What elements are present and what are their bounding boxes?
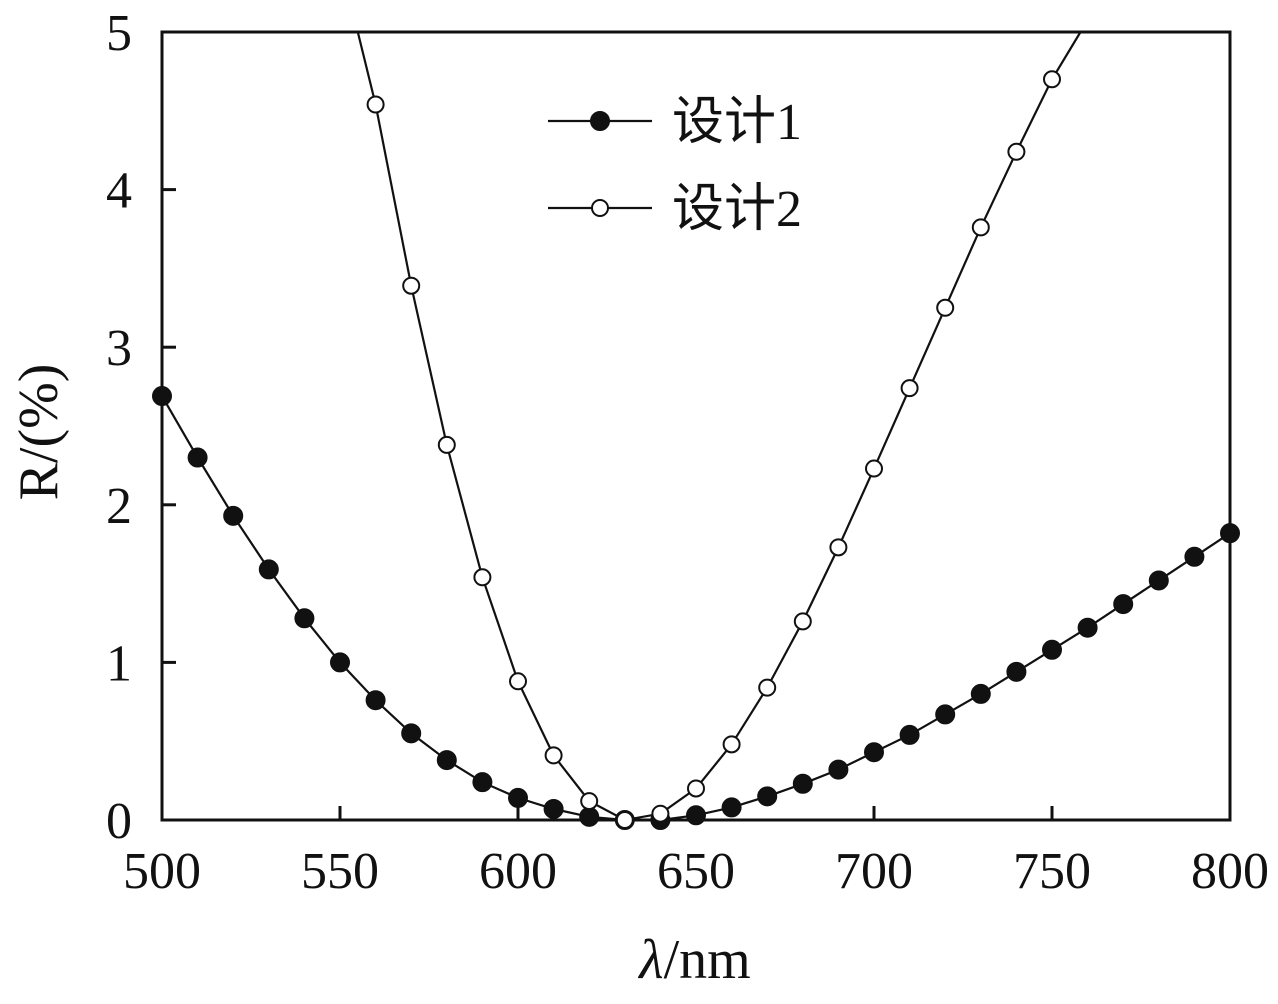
series-2-point <box>829 538 848 557</box>
legend-marker-2 <box>591 199 609 217</box>
series-1-point <box>864 742 884 763</box>
series-2-point <box>1007 142 1026 161</box>
legend-label-2: 设计2 <box>672 181 802 238</box>
series-1-point <box>1042 639 1062 660</box>
series-1-point <box>258 559 279 580</box>
x-axis-title-unit: /nm <box>664 929 751 991</box>
series-1-point <box>757 786 778 807</box>
series-2-point <box>865 459 883 478</box>
series-1-point <box>330 652 350 673</box>
series-markers-layer <box>152 70 1240 830</box>
y-tick-label-4: 4 <box>106 163 132 220</box>
series-2-point <box>615 811 634 829</box>
series-1-point <box>401 723 422 744</box>
series-1-point <box>1006 661 1027 682</box>
series-1-point <box>970 683 991 704</box>
series-1-point <box>187 447 208 468</box>
series-1-point <box>294 608 315 629</box>
series-1-point <box>721 797 742 818</box>
series-2-point <box>687 779 705 798</box>
legend-label-1: 设计1 <box>672 94 802 151</box>
series-2-point <box>900 379 919 398</box>
y-tick-label-2: 2 <box>106 478 132 535</box>
series-1-point <box>508 787 528 808</box>
y-tick-label-3: 3 <box>106 320 132 377</box>
series-1-point <box>1148 570 1169 591</box>
series-1-point <box>935 704 956 725</box>
y-tick-label-5: 5 <box>106 5 132 62</box>
series-1-point <box>152 386 172 407</box>
series-1-point <box>223 505 244 526</box>
series-2-point <box>402 276 421 295</box>
series-2-point <box>509 672 527 691</box>
series-1-point <box>686 805 706 826</box>
series-2-point <box>473 568 492 587</box>
series-1-point <box>365 690 386 711</box>
x-tick-label-750: 750 <box>1013 843 1091 900</box>
x-axis-title: λ/nm <box>637 929 750 991</box>
x-tick-label-800: 800 <box>1191 843 1269 900</box>
series-1-point <box>543 798 564 819</box>
series-1-point <box>1113 594 1134 615</box>
series-2-point <box>437 435 456 454</box>
x-tick-label-600: 600 <box>479 843 557 900</box>
x-tick-label-550: 550 <box>301 843 379 900</box>
y-tick-label-0: 0 <box>106 793 132 850</box>
legend: 设计1 设计2 <box>548 94 802 238</box>
series-1-point <box>899 724 920 745</box>
y-axis-title: R/(%) <box>8 364 70 501</box>
series-1-point <box>1077 617 1098 638</box>
series-2-point <box>544 746 563 765</box>
y-tick-label-1: 1 <box>106 635 132 692</box>
series-2-point <box>651 804 670 823</box>
x-axis-title-symbol: λ <box>637 929 663 991</box>
x-tick-label-650: 650 <box>657 843 735 900</box>
series-1-point <box>828 759 849 780</box>
series-2-point <box>366 95 385 114</box>
series-2-point <box>1043 70 1061 89</box>
series-2-point <box>758 678 777 697</box>
series-1-point <box>472 772 493 793</box>
series-2-point <box>936 298 955 317</box>
series-1-point <box>436 750 457 771</box>
x-tick-label-700: 700 <box>835 843 913 900</box>
series-1-point <box>1220 523 1240 544</box>
legend-marker-1 <box>590 111 610 131</box>
x-tick-label-500: 500 <box>123 843 201 900</box>
series-2-point <box>722 735 741 754</box>
series-1-line <box>161 395 1231 822</box>
series-1-point <box>792 773 813 794</box>
series-2-line <box>356 31 1082 822</box>
series-1-point <box>1184 546 1205 567</box>
series-2-point <box>580 792 599 811</box>
series-2-point <box>793 612 812 631</box>
series-2-point <box>971 218 990 237</box>
series-1-point <box>579 806 600 827</box>
